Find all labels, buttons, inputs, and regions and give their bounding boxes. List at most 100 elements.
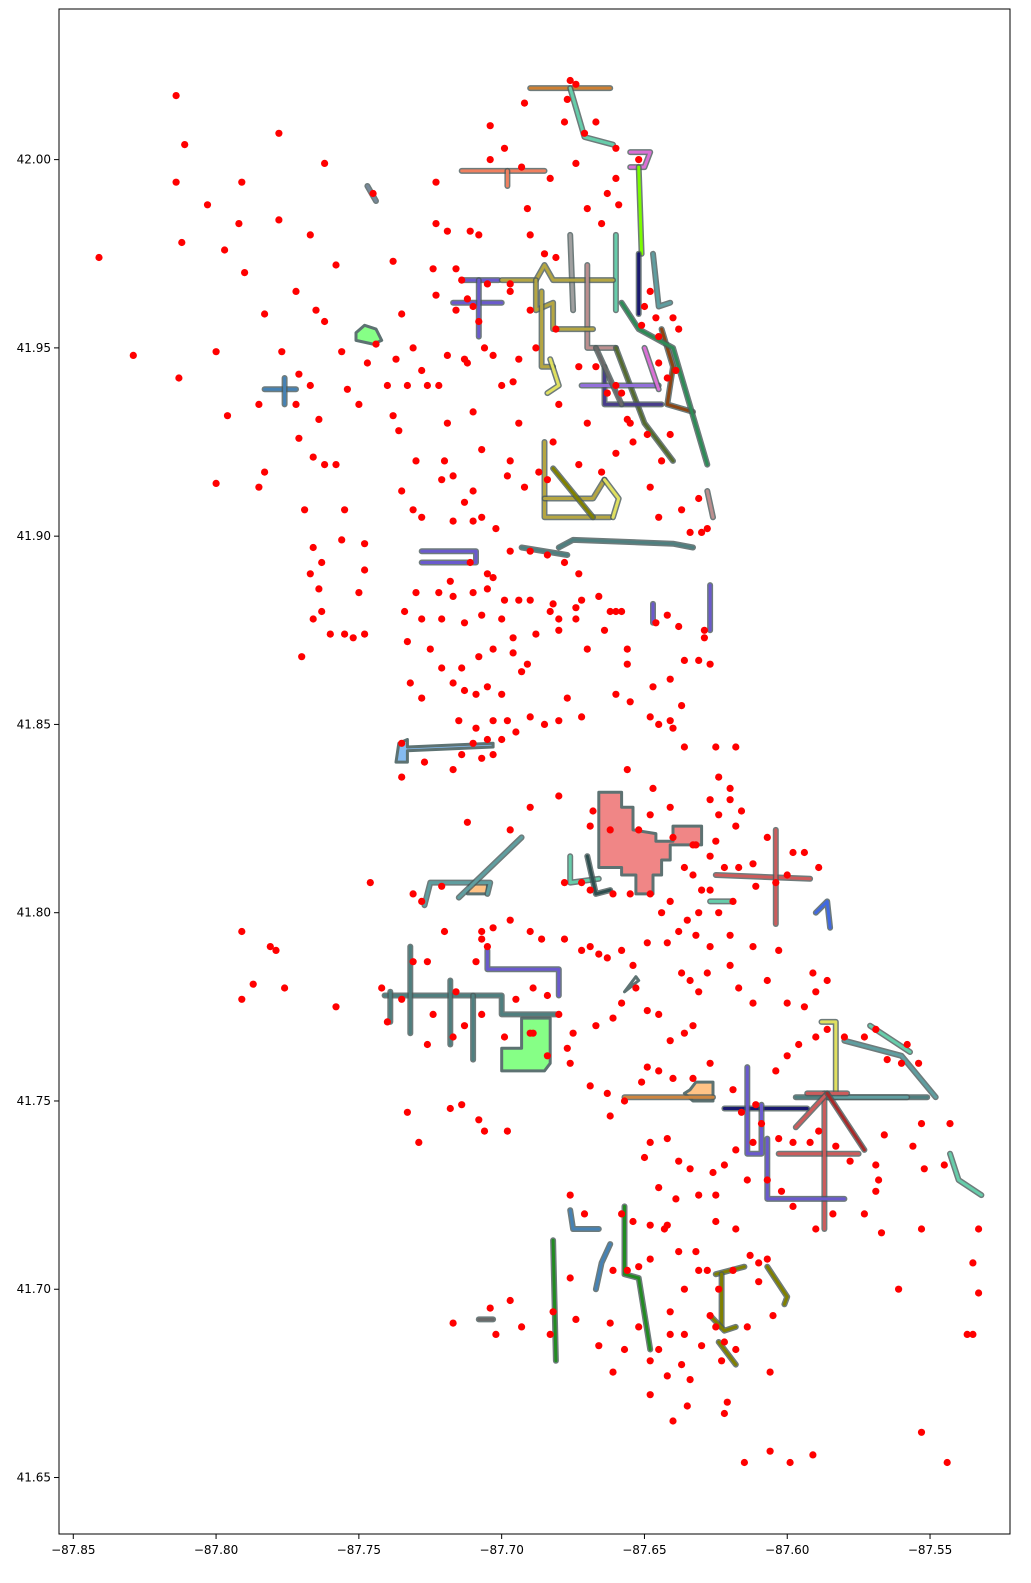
data-point-23	[175, 374, 183, 382]
data-point-376	[489, 924, 497, 932]
data-point-227	[523, 205, 532, 213]
data-point-516	[769, 1312, 777, 1320]
data-point-87	[398, 487, 406, 495]
data-point-287	[669, 833, 677, 842]
data-point-428	[860, 1033, 869, 1041]
data-point-482	[618, 1210, 626, 1218]
district-corridor-46	[814, 899, 832, 930]
data-point-20	[212, 348, 220, 356]
data-point-486	[675, 1248, 683, 1256]
data-point-51	[326, 630, 334, 638]
data-point-149	[458, 751, 466, 759]
data-point-493	[746, 1251, 754, 1259]
data-point-391	[423, 1040, 431, 1049]
data-point-137	[572, 615, 580, 623]
data-point-169	[680, 743, 689, 751]
data-point-473	[969, 1330, 977, 1338]
data-point-467	[909, 1142, 917, 1150]
data-point-371	[578, 946, 586, 955]
data-point-340	[643, 1007, 651, 1015]
data-point-524	[680, 1330, 689, 1338]
data-point-502	[609, 1266, 617, 1274]
data-point-531	[572, 1315, 580, 1323]
data-point-350	[735, 984, 743, 992]
data-point-108	[418, 615, 426, 623]
data-point-416	[669, 1074, 677, 1082]
district-corridor-66	[765, 1137, 846, 1201]
district-corridor-64	[794, 1091, 829, 1129]
data-point-334	[563, 1044, 571, 1052]
data-point-250	[640, 302, 649, 311]
data-point-492	[755, 1259, 763, 1267]
data-point-507	[655, 1345, 663, 1354]
data-point-451	[675, 1157, 683, 1165]
data-point-207	[695, 494, 703, 503]
data-point-448	[720, 1161, 729, 1169]
data-point-521	[706, 1312, 714, 1320]
data-point-529	[609, 1368, 617, 1376]
data-point-385	[383, 1018, 391, 1026]
data-point-218	[363, 359, 371, 367]
data-point-146	[526, 713, 534, 721]
x-tick-label-4: −87.65	[622, 1543, 666, 1557]
data-point-505	[635, 1323, 643, 1331]
data-point-226	[552, 253, 560, 262]
data-point-289	[706, 852, 714, 860]
data-point-185	[666, 717, 674, 725]
data-point-163	[555, 792, 563, 800]
data-point-96	[412, 589, 420, 597]
data-point-35	[255, 483, 263, 491]
data-point-219	[403, 381, 411, 390]
data-point-183	[626, 698, 634, 706]
data-point-479	[943, 1458, 951, 1467]
data-point-515	[743, 1323, 751, 1331]
data-point-366	[629, 961, 637, 970]
data-point-91	[469, 517, 477, 525]
data-point-158	[418, 897, 426, 906]
data-point-55	[298, 653, 306, 661]
data-point-471	[917, 1120, 926, 1128]
data-point-90	[478, 513, 486, 521]
data-point-532	[566, 1274, 574, 1282]
data-point-390	[449, 1033, 457, 1041]
data-point-222	[509, 378, 517, 386]
data-point-240	[563, 95, 571, 103]
data-point-135	[546, 607, 554, 616]
data-point-229	[572, 159, 580, 167]
data-point-278	[463, 295, 471, 303]
data-point-444	[775, 1135, 783, 1143]
data-point-122	[475, 653, 483, 661]
data-point-238	[580, 129, 589, 137]
district-corridor-16	[585, 263, 618, 350]
data-point-14	[332, 261, 340, 269]
data-point-375	[506, 916, 514, 924]
data-point-409	[586, 1082, 594, 1090]
district-corridor-35	[420, 549, 478, 564]
data-point-202	[686, 528, 694, 537]
data-point-154	[449, 766, 457, 774]
data-point-324	[689, 871, 697, 879]
data-point-138	[455, 717, 463, 725]
data-point-291	[735, 863, 743, 872]
data-point-155	[398, 773, 406, 781]
data-point-85	[469, 487, 477, 495]
data-point-209	[598, 468, 606, 476]
data-point-94	[506, 457, 514, 465]
data-point-501	[623, 1266, 631, 1274]
data-point-276	[480, 344, 489, 352]
data-point-438	[860, 1210, 869, 1218]
data-point-152	[398, 739, 406, 747]
data-point-265	[555, 400, 563, 408]
data-point-241	[572, 80, 580, 88]
data-point-220	[418, 366, 426, 375]
data-point-98	[446, 577, 454, 585]
data-point-166	[649, 784, 657, 793]
district-corridor-17	[614, 346, 675, 463]
district-corridor-68	[568, 1208, 601, 1231]
data-point-345	[695, 988, 703, 996]
data-point-259	[672, 366, 680, 375]
data-point-54	[361, 630, 369, 638]
data-point-432	[915, 1059, 923, 1067]
data-point-476	[975, 1225, 983, 1233]
data-point-407	[526, 1029, 534, 1037]
